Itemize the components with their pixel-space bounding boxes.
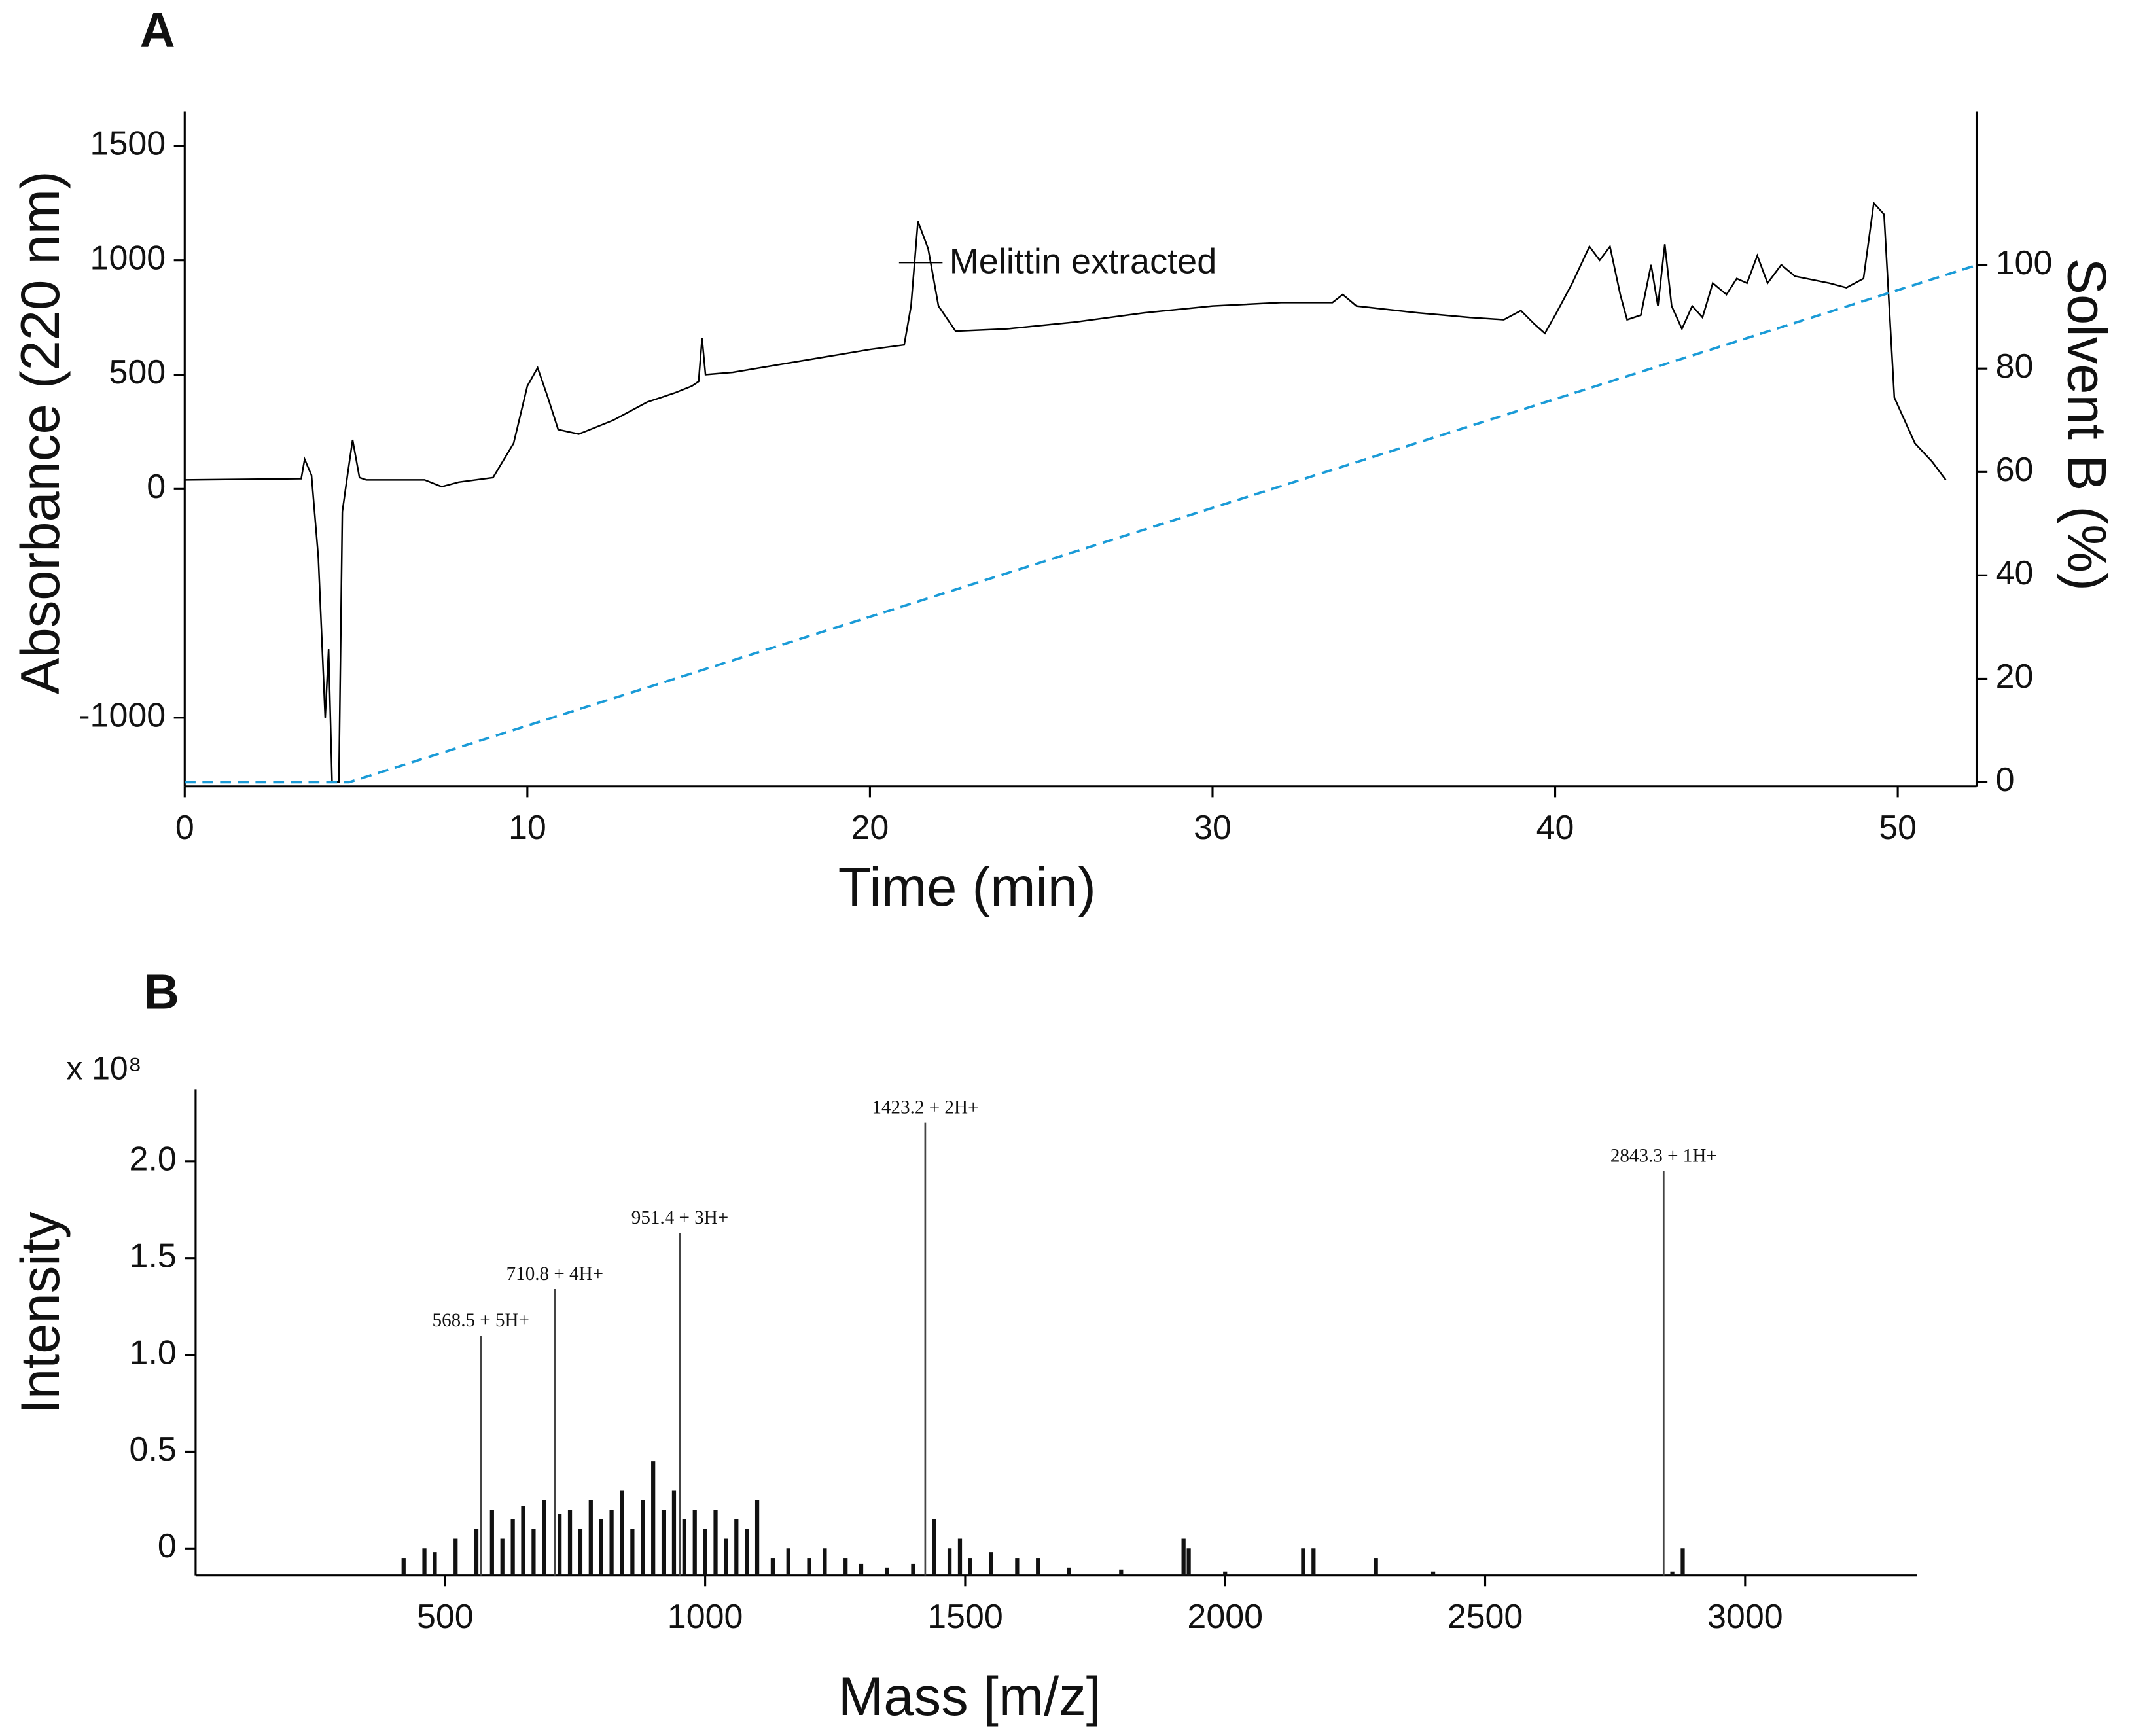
- data-line: [185, 264, 1978, 784]
- y-tick-label: 500: [109, 353, 166, 391]
- x-tick-label: 0: [175, 809, 194, 847]
- y-tick-label: -1000: [79, 697, 166, 735]
- y2-tick-label: 40: [1996, 554, 2034, 592]
- x-tick-label: 2000: [1187, 1598, 1263, 1636]
- y2-tick-label: 0: [1996, 761, 2015, 799]
- y-tick-label: 0.5: [130, 1430, 177, 1468]
- x-tick-label: 20: [851, 809, 889, 847]
- y2-tick-label: 20: [1996, 658, 2034, 696]
- x-tick-label: 2500: [1447, 1598, 1523, 1636]
- peak-label: 710.8 + 4H+: [506, 1264, 603, 1284]
- panel-label: A: [140, 3, 175, 58]
- axis-multiplier: x 10⁸: [66, 1050, 141, 1086]
- panel-label: B: [144, 965, 179, 1019]
- y2-axis-title: Solvent B (%): [2057, 258, 2118, 591]
- y-tick-label: 2.0: [130, 1141, 177, 1178]
- data-line: [185, 201, 1947, 783]
- x-tick-label: 10: [508, 809, 546, 847]
- y-tick-label: 0: [158, 1527, 177, 1565]
- y2-tick-label: 60: [1996, 451, 2034, 489]
- y-tick-label: 1.5: [130, 1237, 177, 1275]
- y-tick-label: 1.0: [130, 1334, 177, 1372]
- y2-tick-label: 80: [1996, 347, 2034, 385]
- x-tick-label: 3000: [1707, 1598, 1783, 1636]
- x-tick-label: 30: [1194, 809, 1232, 847]
- peak-label: 951.4 + 3H+: [631, 1207, 728, 1228]
- peak-label: 568.5 + 5H+: [433, 1310, 529, 1331]
- x-tick-label: 1500: [927, 1598, 1003, 1636]
- x-tick-label: 500: [417, 1598, 474, 1636]
- x-tick-label: 1000: [667, 1598, 743, 1636]
- peak-label: 2843.3 + 1H+: [1610, 1145, 1717, 1166]
- peak-label: 1423.2 + 2H+: [872, 1097, 978, 1118]
- y-tick-label: 1500: [90, 125, 166, 163]
- annotation: Melittin extracted: [950, 242, 1217, 281]
- y-axis-title: Absorbance (220 nm): [10, 171, 71, 694]
- x-tick-label: 50: [1879, 809, 1917, 847]
- x-axis-title: Time (min): [838, 857, 1096, 917]
- x-axis-title: Mass [m/z]: [838, 1666, 1101, 1727]
- y2-tick-label: 100: [1996, 244, 2053, 282]
- y-tick-label: 0: [147, 468, 166, 506]
- x-tick-label: 40: [1536, 809, 1574, 847]
- y-axis-title: Intensity: [10, 1211, 71, 1414]
- y-tick-label: 1000: [90, 239, 166, 277]
